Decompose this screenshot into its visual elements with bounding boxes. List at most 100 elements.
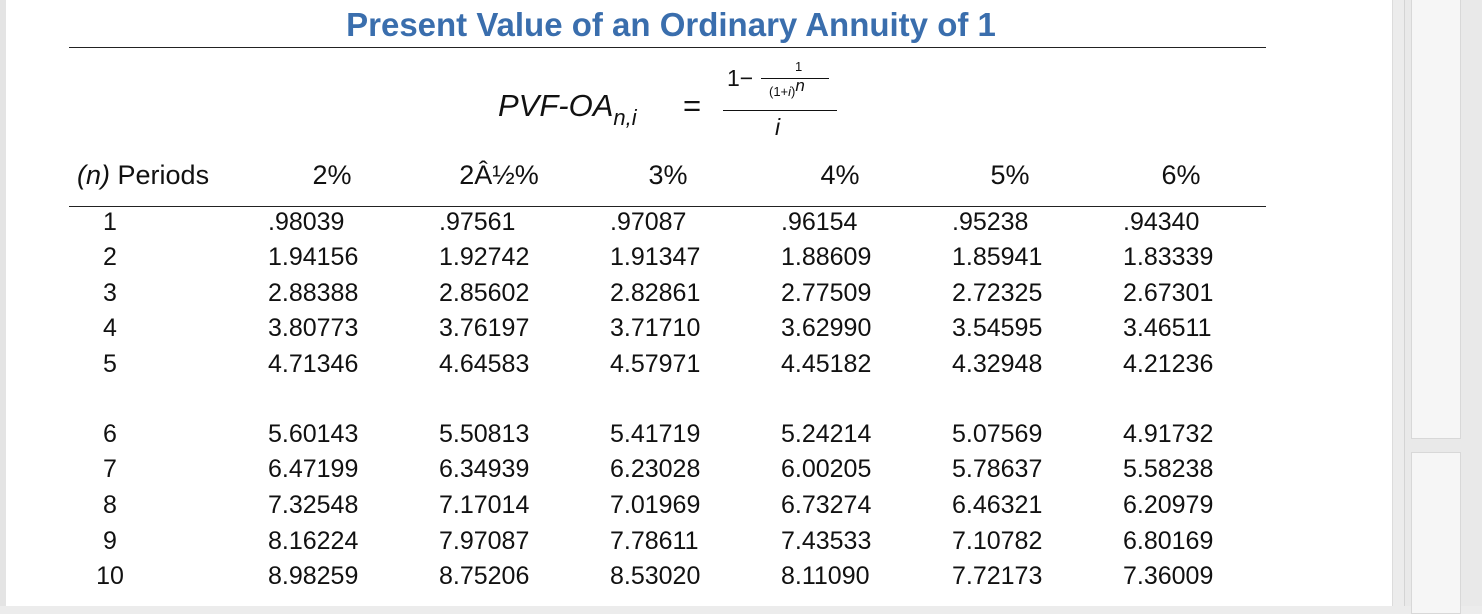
value-cell: 1.94156 (268, 243, 359, 271)
value-cell: 5.41719 (610, 420, 701, 448)
formula-numerator-one-minus: 1− (727, 65, 754, 91)
value-cell: 4.32948 (952, 350, 1043, 378)
formula-main-fraction-bar (723, 110, 837, 111)
value-cell: .98039 (268, 208, 345, 236)
formula-lhs: PVF-OAn,i (498, 88, 637, 130)
value-cell: 6.46321 (952, 491, 1043, 519)
period-cell: 5 (103, 350, 117, 378)
value-cell: 1.83339 (1123, 243, 1214, 271)
value-cell: 1.91347 (610, 243, 701, 271)
value-cell: 2.85602 (439, 279, 530, 307)
rate-header-4: 5% (990, 160, 1030, 190)
value-cell: 5.58238 (1123, 455, 1214, 483)
value-cell: 6.47199 (268, 455, 359, 483)
period-cell: 1 (103, 208, 117, 236)
value-cell: 3.54595 (952, 314, 1043, 342)
value-cell: 3.80773 (268, 314, 359, 342)
value-cell: 8.75206 (439, 562, 530, 590)
value-cell: 6.80169 (1123, 527, 1214, 555)
period-cell: 7 (103, 455, 117, 483)
value-cell: 4.71346 (268, 350, 359, 378)
value-cell: 1.92742 (439, 243, 530, 271)
side-pane-bottom (1411, 452, 1461, 614)
value-cell: 7.36009 (1123, 562, 1214, 590)
value-cell: 7.10782 (952, 527, 1043, 555)
value-cell: 6.23028 (610, 455, 701, 483)
value-cell: 7.78611 (610, 527, 699, 555)
header-divider (69, 206, 1266, 207)
value-cell: 5.78637 (952, 455, 1043, 483)
value-cell: 6.34939 (439, 455, 530, 483)
value-cell: 6.00205 (781, 455, 872, 483)
formula-inner-den-open: (1+ (769, 84, 789, 99)
value-cell: 6.20979 (1123, 491, 1214, 519)
value-cell: 4.64583 (439, 350, 530, 378)
value-cell: 2.82861 (610, 279, 701, 307)
periods-column-header: (n) Periods (77, 160, 209, 191)
period-cell: 8 (103, 491, 117, 519)
value-cell: 4.57971 (610, 350, 701, 378)
value-cell: 8.11090 (781, 562, 870, 590)
formula-inner-den-i: i (788, 84, 792, 99)
value-cell: .95238 (952, 208, 1029, 236)
side-pane-top (1411, 0, 1461, 439)
value-cell: 4.45182 (781, 350, 872, 378)
value-cell: 8.98259 (268, 562, 359, 590)
rate-header-5: 6% (1161, 160, 1201, 190)
period-cell: 10 (96, 562, 124, 590)
value-cell: 5.07569 (952, 420, 1043, 448)
periods-header-var: (n) (77, 160, 110, 190)
page-title: Present Value of an Ordinary Annuity of … (346, 6, 996, 43)
formula-inner-numerator: 1 (795, 59, 803, 74)
rate-header-2: 3% (648, 160, 688, 190)
value-cell: 1.88609 (781, 243, 872, 271)
value-cell: 3.46511 (1123, 314, 1212, 342)
value-cell: 3.76197 (439, 314, 530, 342)
value-cell: 2.67301 (1123, 279, 1214, 307)
right-side-panel (1404, 0, 1482, 614)
formula-lhs-subscript: n,i (613, 105, 637, 130)
formula-inner-den-close: ) (791, 84, 796, 99)
value-cell: 7.17014 (439, 491, 530, 519)
value-cell: 5.60143 (268, 420, 359, 448)
formula-inner-exponent: n (795, 76, 805, 95)
rate-header-3: 4% (820, 160, 860, 190)
rate-header-1: 2Â½% (459, 160, 539, 190)
value-cell: 8.53020 (610, 562, 701, 590)
period-cell: 2 (103, 243, 117, 271)
value-cell: 6.73274 (781, 491, 872, 519)
value-cell: 2.88388 (268, 279, 359, 307)
value-cell: 7.72173 (952, 562, 1043, 590)
value-cell: 5.50813 (439, 420, 530, 448)
value-cell: 8.16224 (268, 527, 359, 555)
formula-inner-fraction-bar (761, 78, 829, 79)
value-cell: 1.85941 (952, 243, 1043, 271)
value-cell: 4.21236 (1123, 350, 1214, 378)
formula-inner-denominator: (1+i)n (769, 76, 805, 101)
value-cell: 4.91732 (1123, 420, 1214, 448)
left-window-edge (0, 0, 6, 606)
period-cell: 4 (103, 314, 117, 342)
value-cell: 5.24214 (781, 420, 872, 448)
period-cell: 9 (103, 527, 117, 555)
value-cell: .94340 (1123, 208, 1200, 236)
formula-lhs-main: PVF-OA (498, 88, 614, 123)
periods-header-label: Periods (117, 160, 210, 190)
period-cell: 6 (103, 420, 117, 448)
value-cell: .97561 (439, 208, 516, 236)
value-cell: 7.43533 (781, 527, 872, 555)
value-cell: .96154 (781, 208, 858, 236)
period-cell: 3 (103, 279, 117, 307)
formula-denominator: i (775, 114, 781, 140)
value-cell: 7.01969 (610, 491, 701, 519)
value-cell: 7.32548 (268, 491, 359, 519)
value-cell: 2.77509 (781, 279, 872, 307)
value-cell: 7.97087 (439, 527, 530, 555)
value-cell: 3.71710 (610, 314, 701, 342)
value-cell: .97087 (610, 208, 687, 236)
formula-equals: = (683, 88, 702, 123)
annuity-table-document: Present Value of an Ordinary Annuity of … (6, 0, 1393, 606)
title-divider (69, 47, 1266, 48)
value-cell: 3.62990 (781, 314, 872, 342)
value-cell: 2.72325 (952, 279, 1043, 307)
